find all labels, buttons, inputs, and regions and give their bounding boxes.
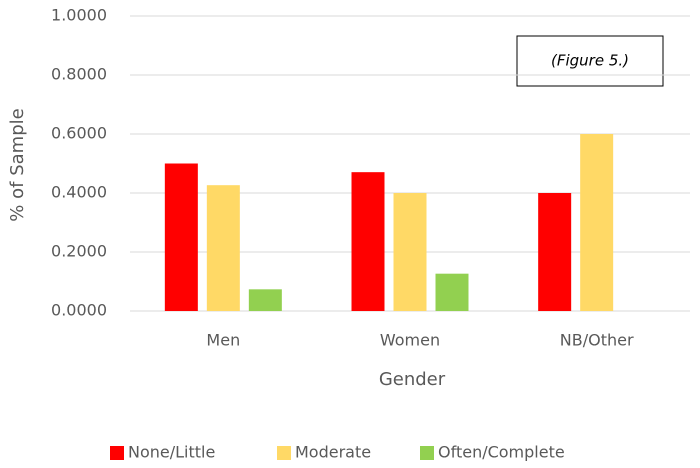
bar xyxy=(580,134,614,311)
legend-swatch xyxy=(420,446,434,460)
bar xyxy=(393,193,427,311)
x-tick-label: Men xyxy=(206,331,240,350)
legend-label: Moderate xyxy=(295,443,371,462)
legend-swatch xyxy=(110,446,124,460)
legend-label: Often/Complete xyxy=(438,443,565,462)
legend-swatch xyxy=(277,446,291,460)
y-tick-label: 0.2000 xyxy=(51,242,107,261)
x-tick-label: Women xyxy=(380,331,440,350)
annotation-box xyxy=(516,35,664,87)
bar xyxy=(538,193,572,311)
y-tick-label: 0.4000 xyxy=(51,183,107,202)
bar xyxy=(206,185,240,311)
bar xyxy=(351,172,385,311)
annotation: (Figure 5.) xyxy=(551,52,629,70)
bar xyxy=(248,289,282,311)
bar xyxy=(164,163,198,311)
x-tick-label: NB/Other xyxy=(560,331,634,350)
legend-label: None/Little xyxy=(128,443,215,462)
x-axis-label: Gender xyxy=(379,369,446,390)
y-axis-label: % of Sample xyxy=(7,108,28,221)
bar xyxy=(435,273,469,311)
y-tick-label: 0.6000 xyxy=(51,124,107,143)
y-tick-label: 0.8000 xyxy=(51,65,107,84)
y-tick-label: 1.0000 xyxy=(51,6,107,25)
y-tick-label: 0.0000 xyxy=(51,301,107,320)
